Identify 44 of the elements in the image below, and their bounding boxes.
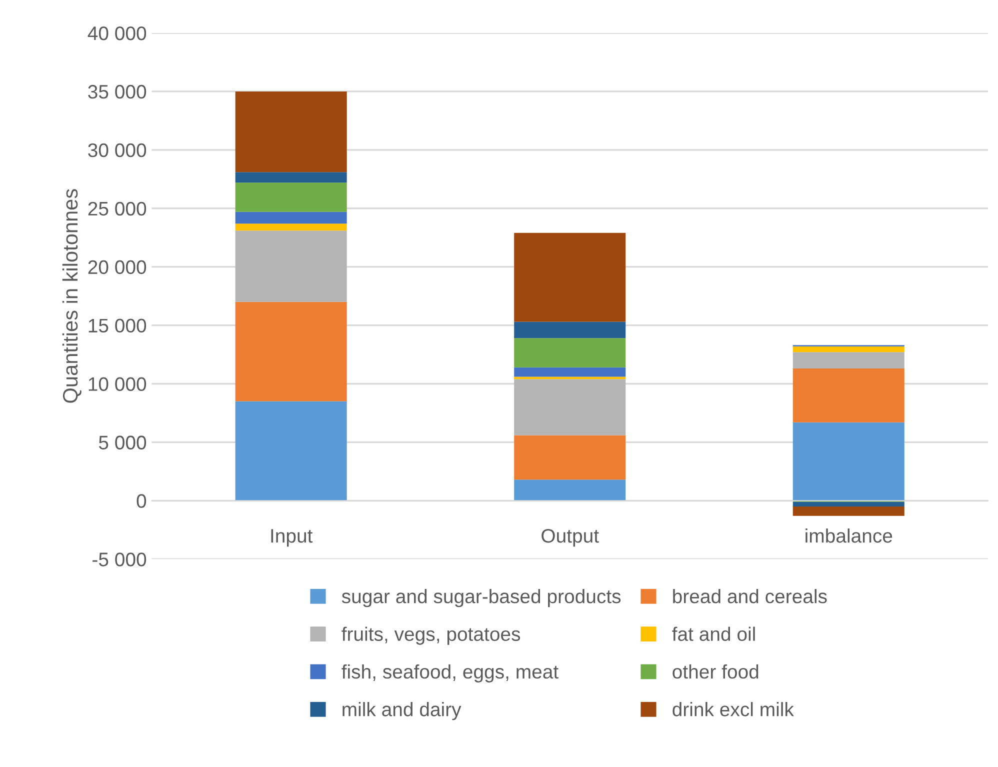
y-tick-label: 5 000 <box>98 436 146 450</box>
y-tick-label: 30 000 <box>88 143 146 158</box>
bar <box>235 224 347 231</box>
bar <box>792 346 904 352</box>
bar <box>235 182 347 212</box>
y-tick-label: 35 000 <box>88 84 146 99</box>
y-tick-label: 15 000 <box>88 318 146 333</box>
bar <box>514 379 626 436</box>
legend-label: sugar and sugar-based products <box>342 589 621 608</box>
legend-label: drink excl milk <box>672 702 794 716</box>
y-tick-label: 40 000 <box>88 26 146 40</box>
legend-label: bread and cereals <box>673 589 827 604</box>
y-tick-label: 10 000 <box>88 377 146 391</box>
bar <box>792 422 904 501</box>
bar <box>514 376 626 380</box>
legend-label: fat and oil <box>672 626 755 641</box>
x-tick-label: Output <box>542 528 599 547</box>
bar <box>792 368 904 422</box>
y-tick-label: 20 000 <box>88 260 146 274</box>
bar <box>792 506 904 516</box>
bar <box>514 480 626 501</box>
y-tick-label: 0 <box>136 494 146 508</box>
legend-label: other food <box>672 664 758 679</box>
bar <box>235 230 347 302</box>
bar <box>235 91 347 172</box>
bar <box>514 435 626 480</box>
bar <box>792 352 904 369</box>
bar <box>514 367 626 377</box>
x-tick-label: imbalance <box>806 528 892 543</box>
bar <box>235 172 347 183</box>
x-tick-label: Input <box>271 529 313 547</box>
bar <box>235 302 347 402</box>
bar <box>514 322 626 338</box>
bar <box>514 338 626 368</box>
bar <box>792 502 904 507</box>
legend-label: fish, seafood, eggs, meat <box>342 664 558 682</box>
y-tick-label: -5 000 <box>92 552 146 566</box>
y-axis-title: Quantities in kilotonnes <box>62 189 82 403</box>
bar <box>514 232 626 322</box>
bar <box>235 401 347 501</box>
legend-label: fruits, vegs, potatoes <box>342 626 520 645</box>
legend-label: milk and dairy <box>342 702 462 720</box>
bar <box>235 212 347 224</box>
y-tick-label: 25 000 <box>88 202 146 216</box>
